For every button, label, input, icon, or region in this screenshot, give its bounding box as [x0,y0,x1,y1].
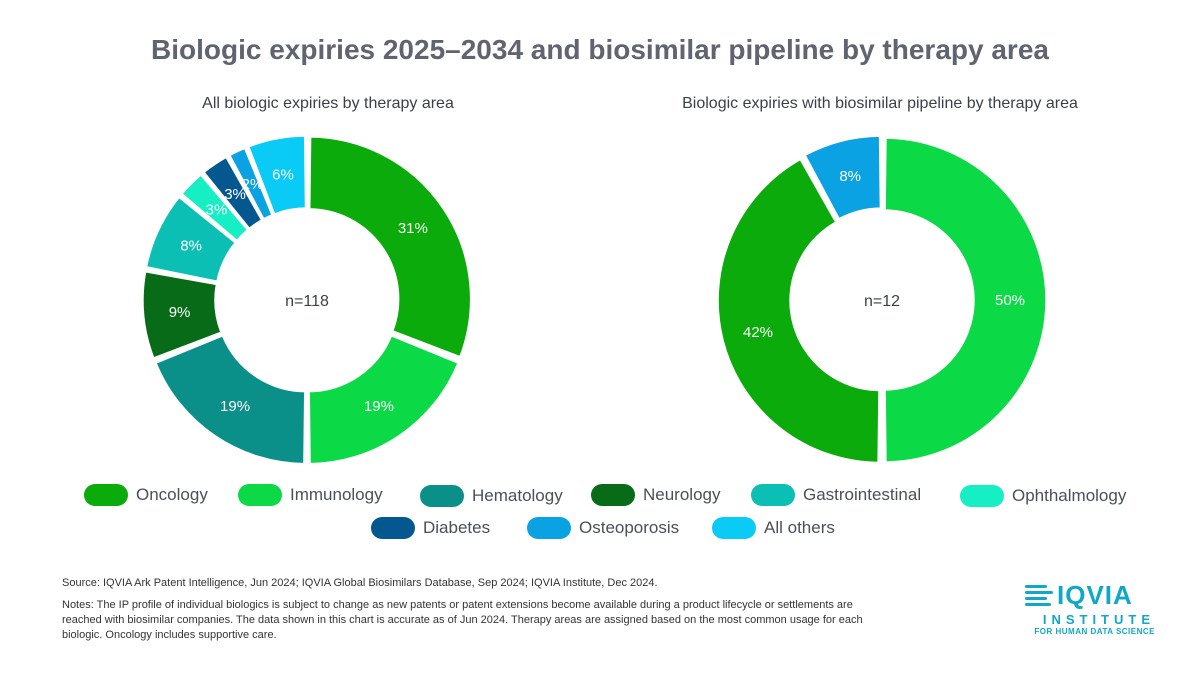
legend-item-all-others: All others [712,517,835,539]
donut-slice-oncology [717,158,880,464]
legend-swatch-gastrointestinal [751,484,795,506]
donut-slice-gastrointestinal [145,196,236,282]
source-note: Source: IQVIA Ark Patent Intelligence, J… [62,577,658,589]
logo-wordmark: IQVIA [1057,580,1133,610]
legend-label-all-others: All others [764,518,835,537]
legend-swatch-immunology [238,484,282,506]
legend-swatch-hematology [420,485,464,507]
legend-item-neurology: Neurology [591,484,721,506]
slice-label-hematology: 19% [220,398,250,415]
donut-slice-immunology [884,137,1047,463]
donut-center-label: n=118 [285,293,329,310]
donut-center-label: n=12 [864,293,900,310]
legend-label-ophthalmology: Ophthalmology [1012,486,1127,505]
legend-swatch-oncology [84,484,128,506]
notes-text: Notes: The IP profile of individual biol… [62,599,863,641]
left-chart-title: All biologic expiries by therapy area [202,95,454,112]
donut-slice-oncology [308,136,472,358]
legend-swatch-neurology [591,484,635,506]
donut-slice-diabetes [203,156,263,230]
slice-label-osteoporosis: 2% [242,176,264,193]
legend-swatch-diabetes [371,517,415,539]
donut-slice-osteoporosis [229,147,273,220]
right-chart-title: Biologic expiries with biosimilar pipeli… [682,95,1078,112]
donut-slice-immunology [308,335,459,465]
slice-label-all-others: 6% [272,166,294,183]
legend-label-immunology: Immunology [290,485,383,504]
legend-label-hematology: Hematology [472,486,563,505]
legend-label-gastrointestinal: Gastrointestinal [803,485,922,504]
logo-institute: INSTITUTE [1042,612,1155,627]
slice-label-oncology: 31% [398,220,428,237]
slice-label-immunology: 19% [364,398,394,415]
donut-chart-all-expiries: 31%19%19%9%8%3%3%2%6%n=118 [142,135,472,465]
logo-tagline: FOR HUMAN DATA SCIENCE [1034,627,1155,636]
legend-label-oncology: Oncology [136,485,208,504]
legend-swatch-ophthalmology [960,485,1004,507]
slice-label-osteoporosis: 8% [839,168,861,185]
slice-label-diabetes: 3% [224,186,246,203]
legend-item-immunology: Immunology [238,484,383,506]
donut-slice-ophthalmology [181,174,249,242]
slice-label-immunology: 50% [995,292,1025,309]
slice-label-neurology: 9% [169,304,191,321]
donut-slice-osteoporosis [804,135,882,220]
legend-item-hematology: Hematology [420,485,563,507]
donut-slice-hematology [155,335,306,465]
legend-swatch-all-others [712,517,756,539]
legend-item-oncology: Oncology [84,484,208,506]
legend-item-gastrointestinal: Gastrointestinal [751,484,921,506]
legend-item-ophthalmology: Ophthalmology [960,485,1126,507]
iqvia-institute-logo: IQVIA INSTITUTE FOR HUMAN DATA SCIENCE [1025,580,1155,636]
donut-slice-all-others [248,135,307,215]
chart-title: Biologic expiries 2025–2034 and biosimil… [151,34,1049,65]
slice-label-ophthalmology: 3% [206,201,228,218]
legend-label-neurology: Neurology [643,485,721,504]
legend-item-osteoporosis: Osteoporosis [527,517,679,539]
logo-lines-icon [1025,585,1053,606]
legend-swatch-osteoporosis [527,517,571,539]
donut-slice-neurology [142,270,222,359]
donut-chart-with-pipeline: 50% 42% 8% n=12 [717,135,1047,464]
slice-label-oncology: 42% [743,324,773,341]
legend-label-osteoporosis: Osteoporosis [579,518,680,537]
slice-label-gastrointestinal: 8% [180,238,202,255]
legend-item-diabetes: Diabetes [371,517,490,539]
legend-label-diabetes: Diabetes [423,518,491,537]
